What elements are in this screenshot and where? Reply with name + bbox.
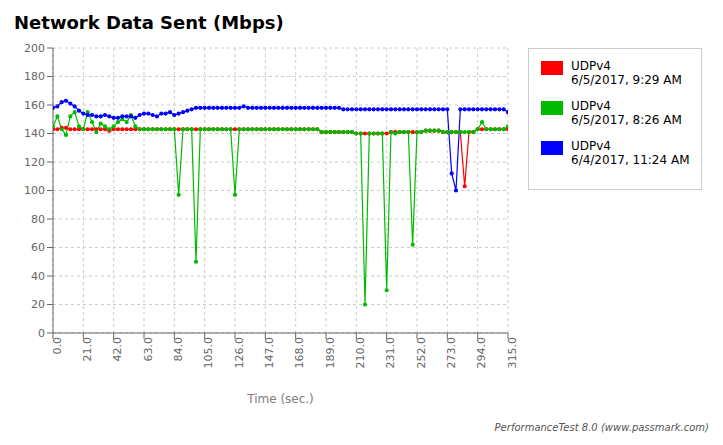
svg-text:315.0: 315.0 (506, 337, 519, 369)
html-text:PerformanceTest 8.0 (www.passm: PerformanceTest 8.0 (www.passmark.com) (494, 422, 709, 433)
svg-text:Time (sec.): Time (sec.) (246, 392, 314, 406)
svg-text:120: 120 (24, 156, 45, 169)
svg-text:100: 100 (24, 184, 45, 197)
html-text:UDPv4: UDPv4 (571, 99, 611, 113)
html-text:6/4/2017, 11:24 AM: 6/4/2017, 11:24 AM (571, 153, 690, 167)
html-text:6/5/2017, 9:29 AM: 6/5/2017, 9:29 AM (571, 73, 682, 87)
svg-text:40: 40 (31, 270, 45, 283)
svg-text:189.0: 189.0 (324, 337, 337, 369)
svg-text:160: 160 (24, 99, 45, 112)
svg-text:42.0: 42.0 (111, 337, 124, 362)
svg-text:84.0: 84.0 (172, 337, 185, 362)
svg-text:273.0: 273.0 (445, 337, 458, 369)
svg-text:200: 200 (24, 42, 45, 55)
svg-text:168.0: 168.0 (293, 337, 306, 369)
svg-text:140: 140 (24, 127, 45, 140)
html-text:6/5/2017, 8:26 AM: 6/5/2017, 8:26 AM (571, 113, 682, 127)
svg-text:147.0: 147.0 (263, 337, 276, 369)
html-text:UDPv4: UDPv4 (571, 139, 611, 153)
svg-text:105.0: 105.0 (202, 337, 215, 369)
html-text:UDPv4: UDPv4 (571, 59, 611, 73)
svg-text:80: 80 (31, 213, 45, 226)
svg-text:180: 180 (24, 70, 45, 83)
svg-text:231.0: 231.0 (384, 337, 397, 369)
svg-text:0: 0 (38, 327, 45, 340)
svg-text:60: 60 (31, 241, 45, 254)
svg-text:126.0: 126.0 (233, 337, 246, 369)
svg-text:294.0: 294.0 (475, 337, 488, 369)
svg-text:252.0: 252.0 (415, 337, 428, 369)
svg-text:20: 20 (31, 298, 45, 311)
svg-text:21.0: 21.0 (81, 337, 94, 362)
svg-text:0.0: 0.0 (51, 337, 64, 355)
html-text:Network Data Sent (Mbps): Network Data Sent (Mbps) (14, 12, 284, 33)
svg-text:210.0: 210.0 (354, 337, 367, 369)
svg-text:63.0: 63.0 (142, 337, 155, 362)
